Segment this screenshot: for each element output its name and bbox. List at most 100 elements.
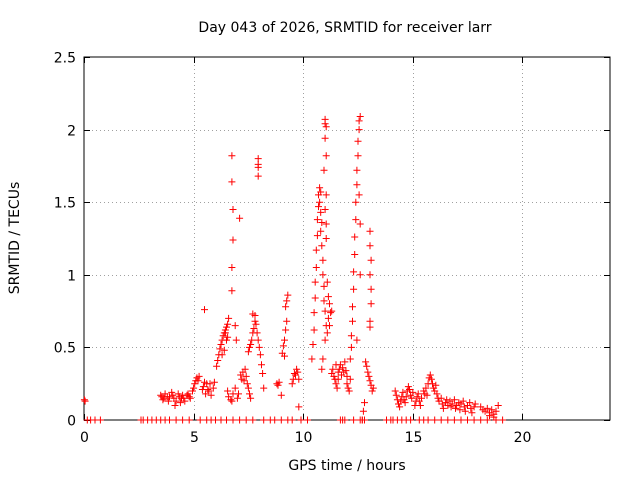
data-point [236,214,244,222]
data-point [323,329,331,337]
data-point [413,393,421,401]
data-point [448,400,456,408]
data-point [466,399,474,407]
data-point [207,391,215,399]
data-point [236,416,244,424]
data-point [189,387,196,395]
data-point [191,380,199,388]
data-point [260,384,268,392]
data-point [366,242,374,250]
data-point [254,163,262,171]
data-point [317,188,325,196]
data-point [443,396,451,404]
data-point [221,329,229,337]
data-point [282,326,290,334]
data-point [418,394,425,402]
data-point [438,400,446,408]
data-point [316,184,324,192]
data-point [364,368,372,376]
data-point [332,380,340,388]
data-point [368,387,376,395]
data-point [316,198,324,206]
data-point [313,216,321,224]
data-point [342,367,350,375]
data-point [358,416,366,424]
data-point [350,285,358,293]
data-point [323,278,331,286]
data-point [392,391,400,399]
data-point [242,372,250,380]
data-point [309,341,317,348]
data-point [228,397,236,405]
data-point [366,323,374,331]
data-point [319,256,327,264]
data-point [224,387,232,395]
data-point [408,394,416,402]
data-point [432,381,440,389]
data-point [324,293,332,301]
data-point [180,394,188,402]
data-point [437,394,445,402]
data-point [214,357,222,364]
data-point [354,152,362,160]
data-point [330,372,338,380]
data-point [350,268,358,276]
data-point [247,341,255,348]
data-point [227,396,235,404]
data-point [256,351,264,359]
data-point [242,416,250,424]
data-point [185,416,193,424]
data-point [354,137,362,145]
data-point [343,372,351,380]
data-point [328,307,336,315]
data-point [223,336,230,344]
data-point [397,397,405,405]
data-point [281,336,288,344]
data-point [248,336,256,344]
data-point [251,312,259,319]
x-tick-label: 0 [80,430,89,446]
data-point [322,220,330,228]
data-point [365,372,373,380]
data-point [355,126,363,134]
data-point [190,384,198,392]
data-point [427,375,435,383]
data-point [399,388,407,396]
data-point [320,282,328,290]
data-point [351,233,359,241]
data-point [232,336,240,344]
data-point [80,396,88,404]
data-point [224,333,232,341]
data-point [318,365,326,373]
data-point [402,393,410,401]
data-point [246,343,253,351]
data-point [220,346,228,354]
data-point [250,325,258,332]
data-point [367,300,375,308]
data-point [297,416,305,424]
data-point [499,416,507,424]
data-point [312,264,320,271]
data-point [404,383,412,391]
data-point [249,416,257,424]
data-point [343,380,351,388]
data-point [416,402,424,409]
data-point [243,380,251,388]
data-point [320,297,328,305]
data-point [277,416,285,424]
data-point [349,303,356,311]
data-point [310,326,318,334]
data-point [317,208,325,216]
data-point [327,309,335,317]
data-point [457,416,465,424]
data-point [459,397,467,405]
data-point [228,287,236,295]
data-point [396,403,404,411]
data-point [274,381,282,389]
data-point [288,380,296,388]
data-point [494,402,502,409]
data-point [194,377,202,385]
data-point [335,365,343,373]
data-point [464,416,471,424]
data-point [471,400,479,408]
